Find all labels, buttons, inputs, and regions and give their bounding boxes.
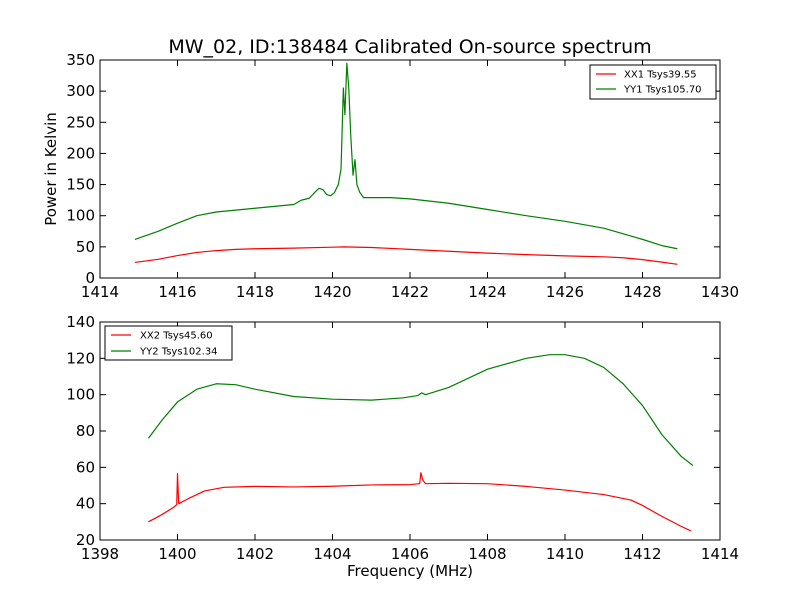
top-y-tick-label: 200 <box>66 144 95 162</box>
top-legend-label-xx1: XX1 Tsys39.55 <box>624 70 697 81</box>
chart-title: MW_02, ID:138484 Calibrated On-source sp… <box>168 36 651 58</box>
top-x-tick-label: 1420 <box>313 283 351 301</box>
bottom-x-tick-label: 1410 <box>546 545 584 563</box>
bottom-spectrum-panel: Frequency (MHz) 1398 1400 1402 1404 1406 1408… <box>66 313 739 580</box>
bottom-y-tick-label: 80 <box>76 422 95 440</box>
bottom-y-tick-label: 40 <box>76 495 95 513</box>
bottom-x-tick-label: 1402 <box>236 545 274 563</box>
bottom-series-line-2 <box>147 354 694 466</box>
top-x-tick-label: 1422 <box>391 283 429 301</box>
top-x-tick-label: 1414 <box>81 283 119 301</box>
bottom-x-tick-label: 1398 <box>81 545 119 563</box>
top-x-tick-label: 1430 <box>701 283 739 301</box>
top-y-tick-label: 250 <box>66 113 95 131</box>
top-y-tick-label: 100 <box>66 207 95 225</box>
bottom-x-tick-label: 1406 <box>391 545 429 563</box>
top-y-tick-label: 150 <box>66 176 95 194</box>
bottom-y-tick-label: 140 <box>66 313 95 331</box>
top-legend-label-yy1: YY1 Tsys105.70 <box>623 85 702 96</box>
bottom-y-tick-label: 120 <box>66 349 95 367</box>
bottom-legend-box <box>104 325 233 361</box>
top-spectrum-panel: Power in Kelvin 1414 1416 1418 1420 1422 1424… <box>42 51 739 301</box>
bottom-y-tick-label: 20 <box>76 531 95 549</box>
top-y-tick-label: 350 <box>66 51 95 69</box>
top-legend-box <box>589 64 717 100</box>
bottom-y-tick-label: 100 <box>66 386 95 404</box>
top-plot-frame <box>99 59 721 279</box>
bottom-series-line-1 <box>148 472 692 532</box>
top-y-axis-label: Power in Kelvin <box>42 112 60 226</box>
bottom-y-tick-label: 60 <box>76 458 95 476</box>
top-x-tick-label: 1424 <box>468 283 506 301</box>
top-legend: XX1 Tsys39.55 YY1 Tsys105.70 <box>589 64 717 100</box>
bottom-plot-frame <box>99 321 721 541</box>
bottom-legend: XX2 Tsys45.60 YY2 Tsys102.34 <box>104 325 233 361</box>
bottom-legend-label-xx2: XX2 Tsys45.60 <box>140 331 213 342</box>
bottom-x-axis-label: Frequency (MHz) <box>347 562 473 580</box>
top-x-tick-label: 1418 <box>236 283 274 301</box>
top-y-tick-label: 0 <box>85 269 95 287</box>
top-y-tick-label: 50 <box>76 238 95 256</box>
top-x-tick-label: 1428 <box>623 283 661 301</box>
top-x-tick-label: 1426 <box>546 283 584 301</box>
top-y-tick-label: 300 <box>66 82 95 100</box>
bottom-x-tick-label: 1408 <box>468 545 506 563</box>
bottom-x-tick-label: 1404 <box>313 545 351 563</box>
top-series-line-1 <box>134 246 678 265</box>
bottom-x-tick-label: 1414 <box>701 545 739 563</box>
top-x-tick-label: 1416 <box>158 283 196 301</box>
bottom-x-tick-label: 1400 <box>158 545 196 563</box>
top-series-line-2 <box>134 62 678 250</box>
bottom-legend-label-yy2: YY2 Tsys102.34 <box>139 347 218 358</box>
bottom-x-tick-label: 1412 <box>623 545 661 563</box>
